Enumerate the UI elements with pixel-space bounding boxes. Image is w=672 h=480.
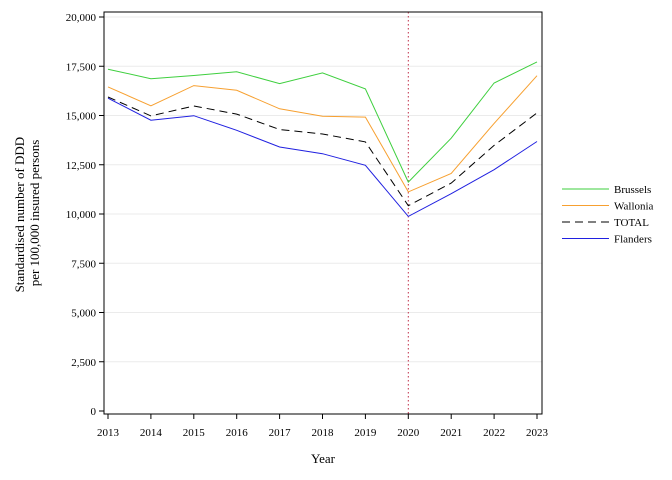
y-tick-label: 7,500 [71, 258, 96, 270]
series-line-brussels [107, 61, 538, 183]
x-tick-label: 2020 [397, 427, 420, 439]
series-layer [107, 61, 538, 218]
x-tick-label: 2017 [269, 427, 292, 439]
legend-label-flanders: Flanders [614, 234, 652, 246]
x-tick-label: 2019 [354, 427, 377, 439]
legend-label-brussels: Brussels [614, 184, 651, 196]
x-tick-label: 2014 [140, 427, 163, 439]
series-line-wallonia [107, 75, 538, 193]
y-axis: 0 2,500 5,000 7,500 10,000 12,500 15,000 17,500… [66, 12, 104, 418]
y-axis-title-line-2: per 100,000 insured persons [27, 140, 42, 287]
x-tick-label: 2018 [312, 427, 335, 439]
y-tick-label: 10,000 [66, 209, 97, 221]
y-tick-label: 0 [91, 406, 97, 418]
plot-frame [103, 11, 543, 415]
x-tick-label: 2022 [483, 427, 505, 439]
y-tick-label: 2,500 [71, 357, 96, 369]
x-axis-title: Year [311, 451, 336, 466]
legend: Brussels Wallonia TOTAL Flanders [562, 184, 654, 246]
y-tick-label: 12,500 [66, 160, 97, 172]
series-line-total [107, 96, 538, 207]
gridlines [104, 16, 542, 363]
x-tick-label: 2016 [226, 427, 249, 439]
legend-label-total: TOTAL [614, 217, 649, 229]
y-tick-label: 5,000 [71, 308, 96, 320]
y-axis-title: Standardised number of DDD per 100,000 i… [12, 134, 42, 293]
x-axis: 2013 2014 2015 2016 2017 2018 2019 2020 2021 2022… [97, 414, 549, 439]
x-tick-label: 2021 [440, 427, 462, 439]
x-tick-label: 2013 [97, 427, 120, 439]
y-axis-title-line-1: Standardised number of DDD [12, 137, 27, 293]
series-line-flanders [107, 97, 538, 218]
y-tick-label: 17,500 [66, 61, 97, 73]
legend-label-wallonia: Wallonia [614, 201, 654, 213]
x-tick-label: 2023 [526, 427, 549, 439]
y-tick-label: 15,000 [66, 111, 97, 123]
x-tick-label: 2015 [183, 427, 206, 439]
y-tick-label: 20,000 [66, 12, 97, 24]
